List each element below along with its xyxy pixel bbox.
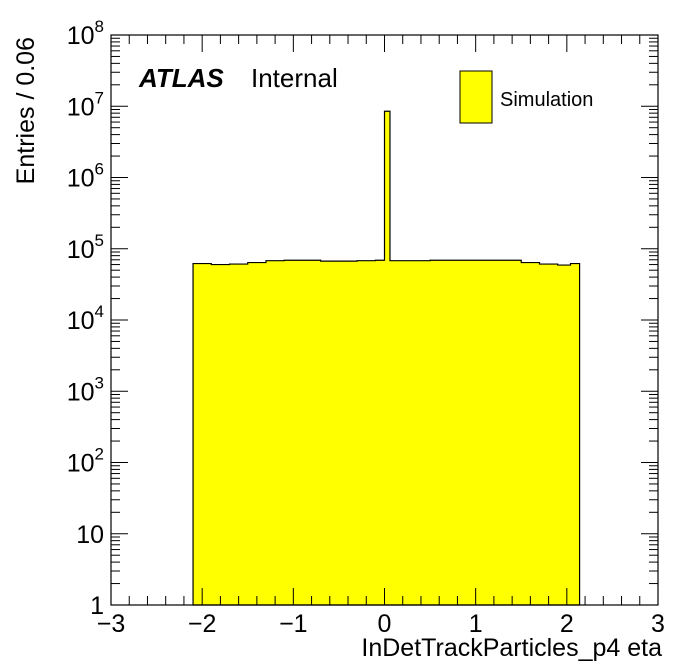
x-tick-label: 3 <box>651 610 665 638</box>
y-tick-label: 105 <box>67 231 104 264</box>
histogram-fill <box>193 111 580 605</box>
legend-swatch <box>459 70 493 124</box>
histogram-bars <box>192 110 581 606</box>
legend-entry-simulation: Simulation <box>500 89 593 111</box>
x-tick-label: −1 <box>279 610 308 638</box>
y-axis-title: Entries / 0.06 <box>12 37 40 184</box>
y-tick-label: 104 <box>67 302 104 335</box>
atlas-label: ATLAS <box>138 63 224 93</box>
y-tick-label: 106 <box>67 160 104 193</box>
y-tick-label: 102 <box>67 445 104 478</box>
y-tick-label: 107 <box>67 88 104 121</box>
y-tick-label: 1 <box>90 592 104 620</box>
atlas-status-label: Internal <box>251 63 338 93</box>
y-tick-label: 103 <box>67 373 104 406</box>
histogram-outline <box>192 110 581 606</box>
x-tick-label: 0 <box>378 610 392 638</box>
y-tick-label: 108 <box>67 17 104 50</box>
x-axis-title: InDetTrackParticles_p4 eta <box>361 634 662 662</box>
x-tick-labels: −3 −2 −1 0 1 2 3 <box>97 610 665 638</box>
legend: Simulation <box>459 70 593 124</box>
x-tick-label: 1 <box>469 610 483 638</box>
axis-ticks <box>110 34 659 606</box>
x-tick-label: −3 <box>97 610 126 638</box>
x-tick-label: −2 <box>188 610 217 638</box>
y-tick-labels: 1 10 102 103 104 105 106 107 108 <box>67 17 104 620</box>
x-tick-label: 2 <box>560 610 574 638</box>
y-tick-label: 10 <box>76 521 104 549</box>
